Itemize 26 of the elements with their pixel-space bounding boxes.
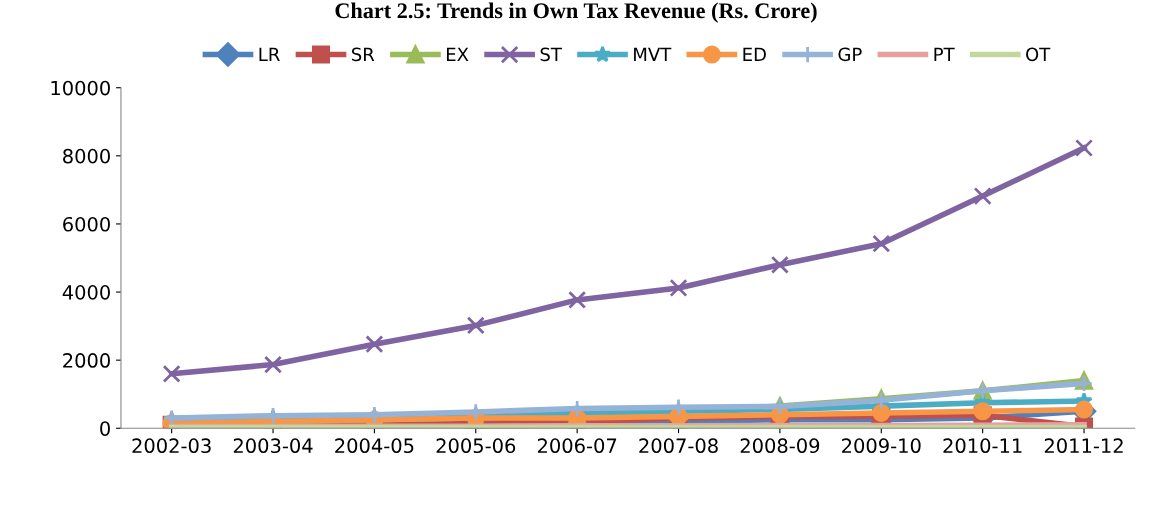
y-tick-label: 10000 [51,80,110,96]
x-tick-label: 2002-03 [132,438,211,454]
x-tick-label: 2003-04 [233,438,313,454]
x-tick-label: 2004-05 [335,438,414,454]
x-tick-label: 2006-07 [537,438,617,454]
legend-label: OT [1026,47,1051,62]
y-tick-label: 2000 [63,353,110,368]
y-tick-label: 4000 [62,285,110,300]
x-tick-label: 2007-08 [639,438,718,454]
legend-label: EX [446,47,469,61]
x-tick-label: 2010-11 [943,438,1022,454]
y-tick-label: 0 [100,421,110,436]
legend-label: SR [351,47,375,62]
legend-label: GP [838,47,862,62]
x-tick-label: 2011-12 [1044,438,1123,454]
x-tick-label: 2008-09 [740,438,820,454]
y-tick-label: 6000 [63,216,110,232]
chart-title: Chart 2.5: Trends in Own Tax Revenue (Rs. Crore) [335,2,817,23]
x-tick-label: 2009-10 [842,438,921,454]
x-tick-label: 2005-06 [436,438,516,454]
legend-label: LR [259,47,280,61]
legend-label: ST [540,47,562,62]
legend-label: MVT [634,47,672,61]
legend-label: PT [934,47,955,61]
legend-label: ED [743,47,766,61]
y-tick-label: 8000 [63,148,110,164]
